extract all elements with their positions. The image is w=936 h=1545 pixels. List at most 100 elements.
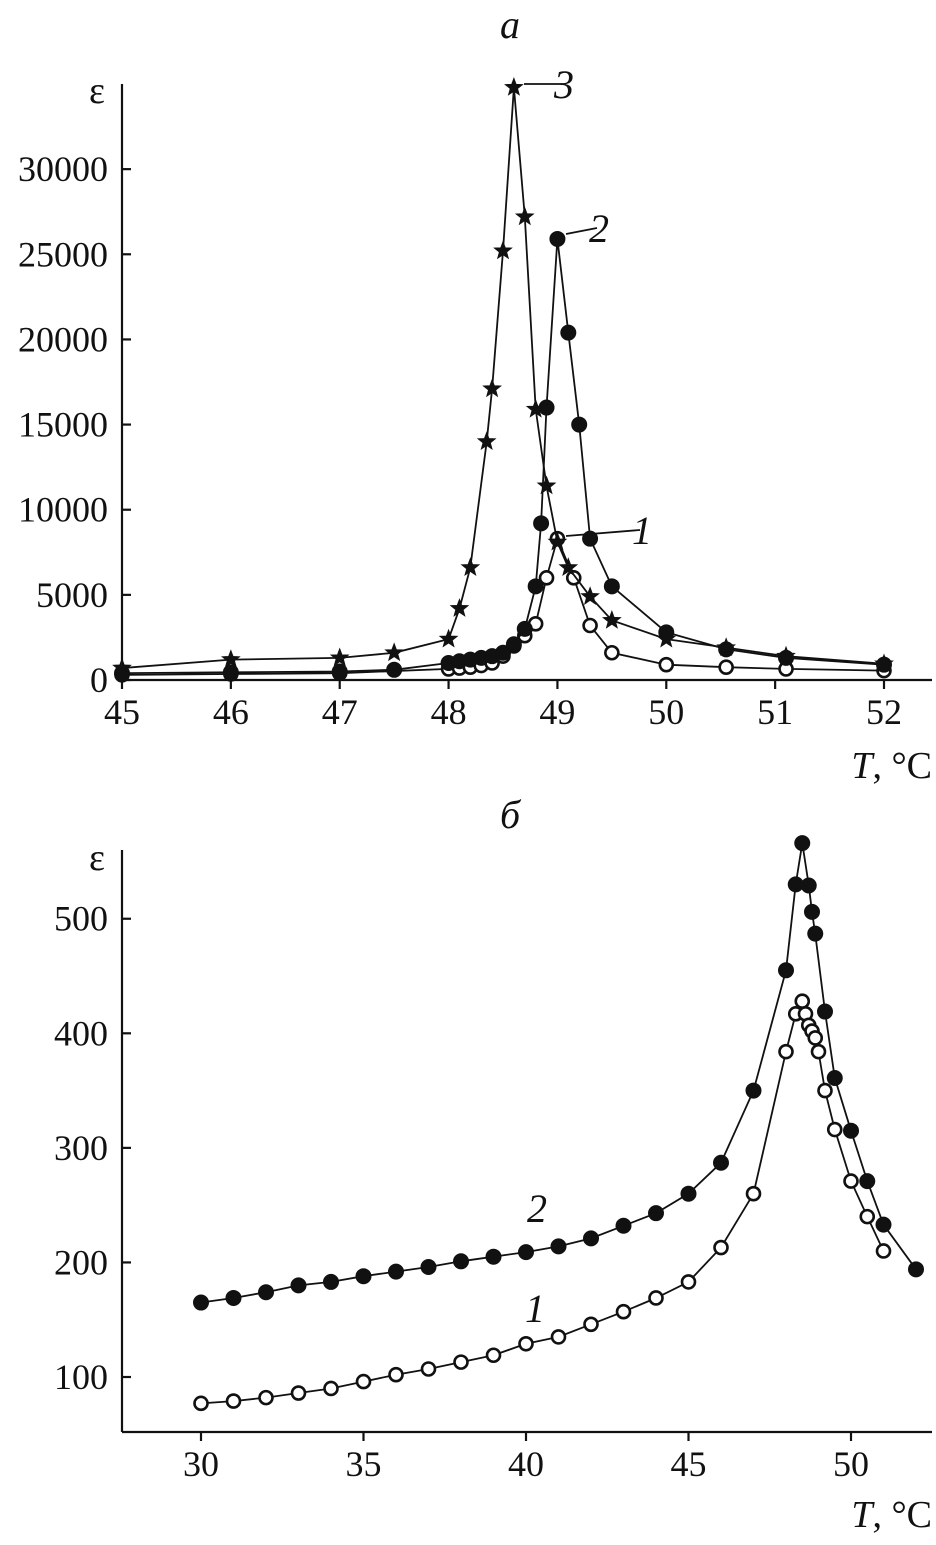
x-tick-label: 50 [648,692,684,732]
data-point [604,644,620,661]
data-point [804,903,820,920]
data-point [550,1238,567,1255]
data-point [533,515,550,532]
chart-panel-1: а ε T, °C 45 46 47 48 49 50 51 52 0 5000 10000 15000 20… [18,2,932,787]
data-point [716,637,737,657]
data-point [583,1316,599,1333]
x-axis-symbol: T [851,745,875,787]
data-point [745,1185,762,1202]
data-point [565,570,582,586]
data-point [580,586,600,605]
data-point [460,557,481,576]
x-tick-label: 45 [104,692,140,732]
data-point [518,1244,534,1261]
data-point [776,645,796,665]
data-point [193,1395,209,1412]
y-tick-label: 500 [54,899,108,939]
data-point [615,1303,632,1320]
curve-label-3: 3 [553,62,574,107]
data-point [485,1347,502,1364]
data-point [193,1294,209,1311]
data-point [518,1335,534,1352]
data-point [843,1122,859,1139]
data-point [355,1268,372,1285]
annotation-leader [565,529,641,537]
data-point [323,1273,339,1290]
y-tick-label: 300 [54,1128,108,1168]
y-tick-label: 100 [54,1357,108,1397]
data-point [386,661,403,678]
data-point [388,1263,404,1280]
data-point [826,1121,843,1138]
y-tick-label: 200 [54,1242,108,1282]
data-point [525,398,546,418]
data-point [826,1069,843,1086]
data-point [615,1217,632,1234]
data-point [558,557,579,576]
y-axis-label: ε [89,70,105,112]
data-point [112,657,132,677]
x-axis-label: T, °C [851,1494,932,1536]
data-point [603,578,620,595]
data-point [745,1082,762,1099]
data-point [485,1248,502,1265]
data-point [550,1329,567,1345]
y-tick-label: 25000 [18,234,108,274]
data-point [658,656,675,673]
data-point [794,835,811,852]
data-point [438,628,459,648]
data-point [875,1216,892,1233]
x-axis-unit: , °C [872,745,932,787]
data-point [800,877,817,894]
data-point [859,1208,876,1225]
data-point [807,1030,824,1046]
data-point [453,1354,469,1370]
data-point [355,1373,372,1390]
data-point [527,578,544,595]
data-point [718,659,734,676]
data-point [331,663,348,680]
data-point [493,240,513,260]
data-point [258,1284,274,1301]
y-tick-label: 20000 [18,319,108,359]
data-point [514,206,535,226]
data-point [258,1389,274,1406]
x-tick-label: 47 [322,692,358,732]
data-point [290,1385,307,1401]
series-1 [193,993,892,1412]
data-point [680,1274,697,1290]
y-tick-label: 400 [54,1013,108,1053]
data-point [504,77,524,96]
data-point [516,620,533,637]
x-tick-label: 52 [866,692,902,732]
x-tick-label: 48 [431,692,467,732]
data-point [778,962,794,979]
data-point [329,647,350,667]
data-point [560,324,577,341]
data-point [420,1259,437,1276]
data-point [583,1230,599,1247]
series-2 [193,835,924,1311]
x-tick-label: 51 [757,692,793,732]
y-tick-label: 15000 [18,405,108,445]
y-axis-label: ε [89,837,105,879]
data-point [476,431,497,450]
data-point [505,636,522,653]
data-point [538,570,555,586]
data-point [453,1253,469,1270]
y-tick-label: 10000 [18,490,108,530]
data-point [807,925,824,942]
series-line [121,87,885,669]
x-tick-label: 45 [671,1444,707,1484]
data-point [656,628,677,648]
x-axis-label: T, °C [851,745,932,787]
data-point [536,475,557,495]
data-point [817,1082,833,1099]
curve-label-1: 1 [632,508,652,553]
data-point [449,598,470,617]
x-tick-label: 49 [539,692,575,732]
curve-label-2: 2 [589,206,609,251]
data-point [713,1239,729,1256]
data-point [778,1043,794,1060]
